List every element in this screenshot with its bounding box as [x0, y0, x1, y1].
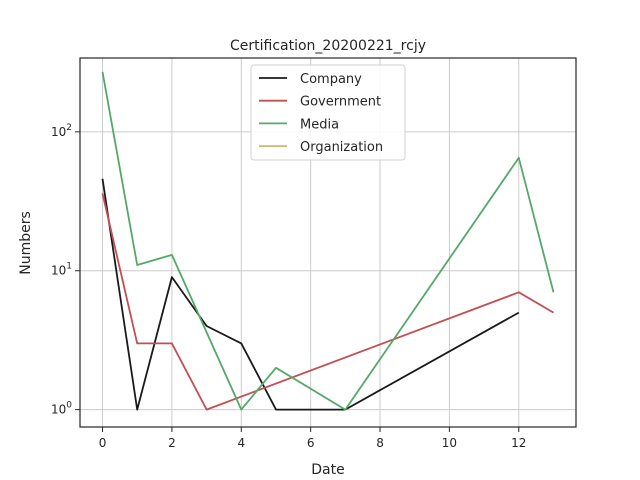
series-line-company [101, 178, 520, 411]
grid [80, 58, 576, 427]
x-tick-label: 8 [376, 436, 384, 450]
x-tick-label: 12 [511, 436, 526, 450]
x-tick-label: 4 [237, 436, 245, 450]
x-tick-label: 10 [442, 436, 457, 450]
chart-title: Certification_20200221_rcjy [230, 38, 426, 54]
y-tick-label: 100 [51, 401, 72, 417]
legend-label-government: Government [300, 95, 381, 110]
series-line-media [101, 71, 555, 411]
legend-label-organization: Organization [300, 140, 383, 155]
y-axis-label: Numbers [18, 211, 34, 275]
axes-frame [79, 57, 577, 428]
x-tick-label: 2 [168, 436, 176, 450]
x-tick-label: 6 [307, 436, 315, 450]
y-tick-label: 102 [51, 123, 72, 139]
legend: Company Government Media Organization [250, 64, 406, 161]
series-line-government [101, 193, 554, 411]
ticks: 0 2 4 6 8 10 12 100 101 102 [51, 123, 526, 450]
legend-label-media: Media [300, 117, 339, 132]
x-tick-label: 0 [99, 436, 107, 450]
y-tick-label: 101 [51, 262, 72, 278]
legend-box [250, 64, 406, 161]
x-axis-label: Date [311, 462, 344, 478]
legend-label-company: Company [300, 72, 362, 87]
series-lines [101, 71, 555, 411]
